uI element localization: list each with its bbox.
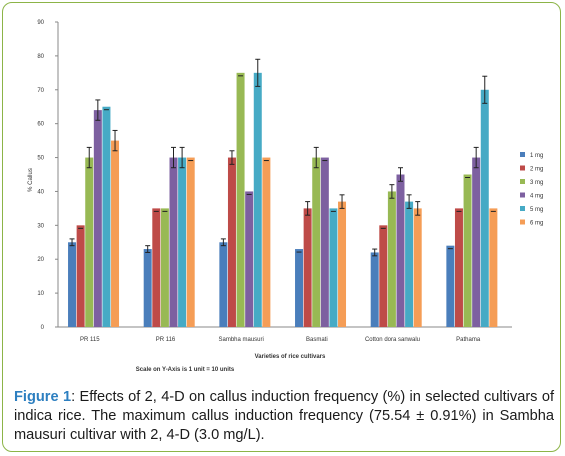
figure-label: Figure 1: [14, 389, 72, 405]
y-tick-label: 30: [37, 223, 44, 229]
bar-4mg-3: [320, 157, 329, 327]
bar-5mg-0: [102, 106, 111, 327]
bar-4mg-1: [169, 157, 178, 327]
bar-4mg-5: [472, 157, 481, 327]
bar-1mg-0: [68, 242, 77, 327]
bar-4mg-2: [245, 191, 254, 327]
figure-caption: Figure 1: Effects of 2, 4-D on callus in…: [14, 388, 554, 445]
x-category-label: Basmati: [306, 337, 328, 343]
x-category-label: Sambha mausuri: [218, 337, 263, 343]
y-tick-label: 10: [37, 291, 44, 297]
scale-note: Scale on Y-Axis is 1 unit = 10 units: [136, 367, 235, 373]
bar-6mg-3: [338, 201, 347, 327]
bar-4mg-0: [93, 110, 102, 327]
bar-6mg-5: [489, 208, 498, 327]
legend-label: 5 mg: [530, 207, 543, 213]
bar-1mg-1: [143, 249, 152, 327]
bar-1mg-5: [446, 245, 455, 327]
bar-1mg-3: [295, 249, 304, 327]
bar-5mg-1: [178, 157, 187, 327]
bar-6mg-4: [413, 208, 422, 327]
bar-2mg-4: [379, 225, 388, 327]
legend-swatch: [520, 179, 525, 184]
legend-label: 1 mg: [530, 153, 543, 159]
y-tick-label: 60: [37, 122, 44, 128]
y-tick-label: 70: [37, 88, 44, 94]
legend-swatch: [520, 165, 525, 171]
legend-label: 2 mg: [530, 167, 543, 173]
bar-4mg-4: [396, 174, 405, 327]
bar-2mg-0: [76, 225, 85, 327]
legend-label: 3 mg: [530, 180, 543, 186]
y-tick-label: 0: [41, 325, 45, 331]
bar-6mg-1: [186, 157, 195, 327]
bar-2mg-3: [303, 208, 312, 327]
bar-5mg-3: [329, 208, 338, 327]
bar-3mg-2: [236, 72, 245, 327]
bar-5mg-2: [253, 72, 262, 327]
bar-3mg-5: [463, 174, 472, 327]
y-tick-label: 80: [37, 54, 44, 60]
legend-label: 4 mg: [530, 194, 543, 200]
y-tick-label: 20: [37, 257, 44, 263]
legend-swatch: [520, 219, 525, 225]
bar-3mg-4: [387, 191, 396, 327]
bar-5mg-5: [480, 89, 489, 328]
bar-5mg-4: [405, 201, 414, 327]
bar-1mg-2: [219, 242, 228, 327]
y-tick-label: 50: [37, 156, 44, 162]
y-axis-title: % Callus: [28, 168, 34, 192]
x-category-label: PR 115: [80, 337, 100, 343]
legend-swatch: [520, 152, 525, 157]
callus-bar-chart: 0 10 20 30 40 50 60 70 80 90 % Callus PR 115 PR 116 S…: [28, 20, 543, 373]
bar-2mg-2: [227, 157, 236, 327]
legend-swatch: [520, 192, 525, 198]
x-category-label: Cotton dora sanwalu: [365, 337, 420, 343]
legend-label: 6 mg: [530, 221, 543, 227]
y-tick-label: 90: [37, 20, 44, 26]
bar-3mg-1: [160, 208, 169, 327]
x-category-label: Pathama: [456, 337, 481, 343]
x-category-label: PR 116: [156, 337, 176, 343]
bar-3mg-0: [85, 157, 94, 327]
legend-swatch: [520, 206, 525, 211]
bar-3mg-3: [312, 157, 321, 327]
bar-6mg-2: [262, 157, 271, 327]
x-axis-title: Varieties of rice cultivars: [255, 354, 326, 360]
bar-2mg-1: [152, 208, 161, 327]
bar-1mg-4: [370, 252, 379, 327]
y-tick-label: 40: [37, 189, 44, 195]
bar-6mg-0: [111, 140, 120, 327]
bar-2mg-5: [454, 208, 463, 327]
caption-text: : Effects of 2, 4-D on callus induction …: [14, 389, 554, 443]
